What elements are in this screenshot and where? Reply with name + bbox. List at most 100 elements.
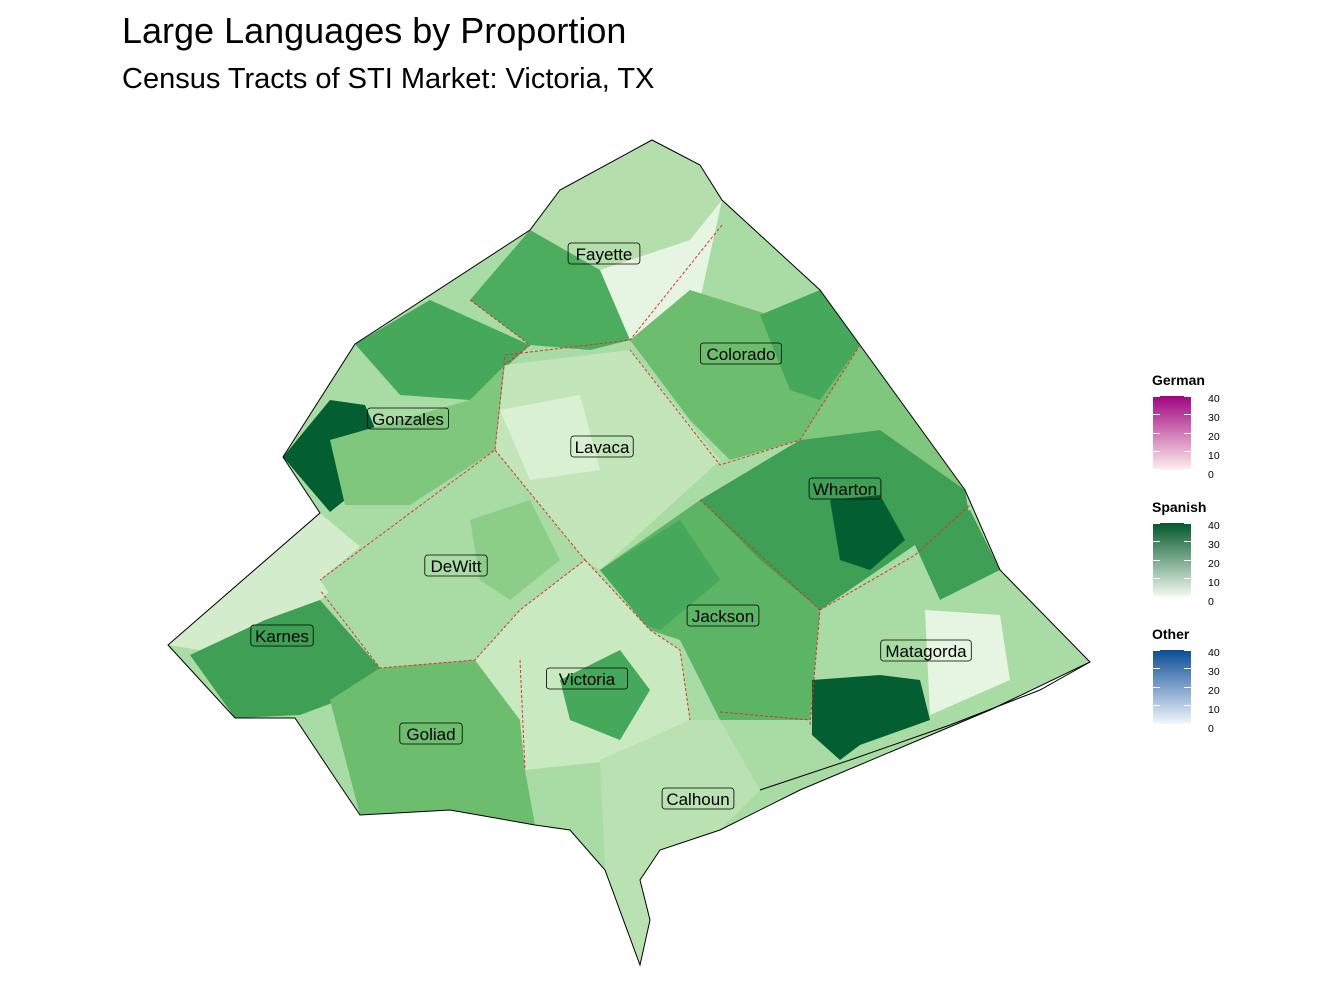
legend-spanish-title: Spanish bbox=[1152, 499, 1207, 515]
county-label-box bbox=[567, 242, 641, 265]
tract-karnes-west bbox=[168, 513, 370, 650]
county-label-fayette: Fayette bbox=[567, 242, 641, 265]
county-label-jackson: Jackson bbox=[686, 604, 760, 627]
legend-tick-mark bbox=[1184, 541, 1191, 542]
legend-tick-mark bbox=[1184, 451, 1191, 452]
county-label-box bbox=[546, 667, 629, 690]
legend-tick: 10 bbox=[1208, 450, 1220, 462]
legend-tick: 40 bbox=[1208, 647, 1220, 659]
tract-wharton-southeast bbox=[915, 510, 1000, 600]
county-line bbox=[629, 344, 861, 466]
legend-tick-mark bbox=[1153, 541, 1160, 542]
county-label-box bbox=[880, 639, 972, 662]
legend-tick-mark bbox=[1184, 396, 1191, 397]
county-label-calhoun: Calhoun bbox=[661, 787, 735, 810]
legend-tick: 10 bbox=[1208, 704, 1220, 716]
legend-tick-mark bbox=[1184, 523, 1191, 524]
tract-karnes-south bbox=[190, 600, 380, 718]
legend-spanish-colorbar bbox=[1153, 523, 1191, 597]
county-label-box bbox=[686, 604, 760, 627]
legend-other-title: Other bbox=[1152, 626, 1190, 642]
county-label-box bbox=[700, 342, 783, 365]
map-subtitle: Census Tracts of STI Market: Victoria, T… bbox=[122, 63, 655, 95]
county-line bbox=[584, 559, 691, 721]
legend-other-colorbar bbox=[1153, 650, 1191, 724]
legend-tick-mark bbox=[1184, 414, 1191, 415]
county-line bbox=[319, 449, 586, 669]
county-label-box bbox=[250, 624, 314, 647]
county-line bbox=[819, 504, 971, 611]
tract-jackson-west bbox=[600, 520, 720, 630]
legend-tick-mark bbox=[1184, 705, 1191, 706]
tract-wharton-north bbox=[800, 345, 965, 490]
legend-tick-mark bbox=[1153, 560, 1160, 561]
legend-tick: 20 bbox=[1208, 431, 1220, 443]
county-line bbox=[519, 659, 526, 771]
legend-tick: 40 bbox=[1208, 520, 1220, 532]
tract-calhoun bbox=[600, 720, 760, 965]
legend-tick: 0 bbox=[1208, 723, 1214, 735]
legend-tick-mark bbox=[1153, 596, 1160, 597]
svg-text:Gonzales: Gonzales bbox=[372, 410, 444, 429]
legend-tick-mark bbox=[1184, 433, 1191, 434]
tract-gonzales-dark bbox=[283, 400, 380, 512]
legend-tick-mark bbox=[1153, 578, 1160, 579]
county-label-box bbox=[808, 477, 882, 500]
legend-tick-mark bbox=[1184, 668, 1191, 669]
legend-tick-mark bbox=[1153, 414, 1160, 415]
legend-tick-mark bbox=[1153, 469, 1160, 470]
county-label-goliad: Goliad bbox=[399, 722, 463, 745]
svg-text:Calhoun: Calhoun bbox=[666, 790, 729, 809]
svg-text:Karnes: Karnes bbox=[255, 627, 309, 646]
legend-tick-mark bbox=[1184, 469, 1191, 470]
market-outline bbox=[167, 139, 1091, 967]
legend-tick-mark bbox=[1153, 705, 1160, 706]
legend-tick-mark bbox=[1184, 650, 1191, 651]
svg-text:Wharton: Wharton bbox=[813, 480, 877, 499]
legend-spanish: Spanish 40 30 20 10 0 bbox=[1152, 499, 1272, 607]
legend-tick-mark bbox=[1184, 596, 1191, 597]
legend-tick: 0 bbox=[1208, 469, 1214, 481]
county-label-karnes: Karnes bbox=[250, 624, 314, 647]
legend-tick: 20 bbox=[1208, 685, 1220, 697]
svg-text:Victoria: Victoria bbox=[559, 670, 616, 689]
county-line bbox=[469, 299, 531, 366]
county-line bbox=[319, 224, 723, 581]
legend-tick-mark bbox=[1153, 687, 1160, 688]
legend-german-title: German bbox=[1152, 372, 1205, 388]
legend-tick-mark bbox=[1184, 687, 1191, 688]
legend-tick-mark bbox=[1184, 723, 1191, 724]
county-label-wharton: Wharton bbox=[808, 477, 882, 500]
svg-text:DeWitt: DeWitt bbox=[431, 557, 482, 576]
map-title: Large Languages by Proportion bbox=[122, 10, 627, 51]
svg-text:Jackson: Jackson bbox=[692, 607, 754, 626]
svg-text:Fayette: Fayette bbox=[576, 245, 633, 264]
legend-tick-mark bbox=[1153, 433, 1160, 434]
county-label-matagorda: Matagorda bbox=[880, 639, 972, 662]
legend-german: German 40 30 20 10 0 bbox=[1152, 372, 1272, 480]
county-label-box bbox=[661, 787, 735, 810]
county-label-colorado: Colorado bbox=[700, 342, 783, 365]
county-label-box bbox=[570, 435, 634, 458]
legend-tick-mark bbox=[1184, 560, 1191, 561]
tract-matagorda-dark bbox=[812, 675, 930, 760]
legend-tick-mark bbox=[1153, 668, 1160, 669]
tract-dewitt-mid bbox=[470, 500, 560, 600]
county-label-victoria: Victoria bbox=[546, 667, 629, 690]
county-label-box bbox=[399, 722, 463, 745]
svg-text:Colorado: Colorado bbox=[707, 345, 776, 364]
legend-tick: 30 bbox=[1208, 412, 1220, 424]
county-line bbox=[719, 711, 811, 721]
svg-text:Matagorda: Matagorda bbox=[885, 642, 967, 661]
legend-tick: 10 bbox=[1208, 577, 1220, 589]
legend-tick-mark bbox=[1153, 451, 1160, 452]
legend-tick: 30 bbox=[1208, 666, 1220, 678]
tract-matagorda-light bbox=[925, 610, 1010, 715]
legend-tick-mark bbox=[1153, 650, 1160, 651]
county-label-box bbox=[424, 554, 488, 577]
legend-tick: 40 bbox=[1208, 393, 1220, 405]
legend-tick-mark bbox=[1184, 578, 1191, 579]
legend-tick-mark bbox=[1153, 723, 1160, 724]
legend-tick: 0 bbox=[1208, 596, 1214, 608]
